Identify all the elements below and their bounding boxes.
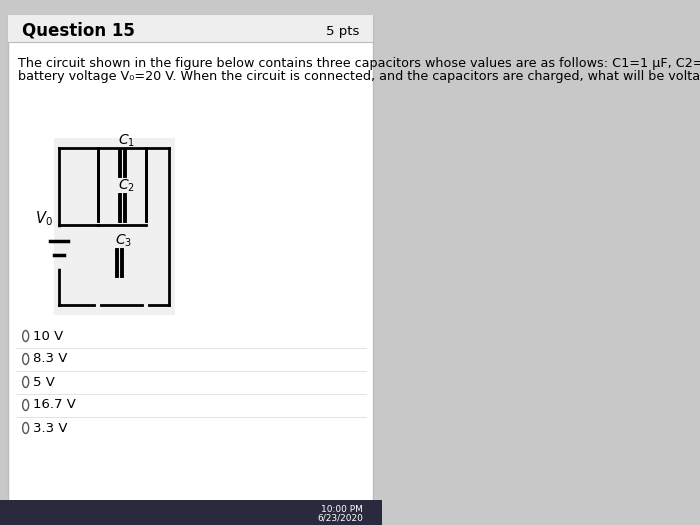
Text: $V_0$: $V_0$: [35, 209, 52, 228]
Text: 16.7 V: 16.7 V: [33, 398, 76, 412]
Text: 6/23/2020: 6/23/2020: [317, 513, 363, 522]
Circle shape: [22, 376, 29, 387]
Text: $C_3$: $C_3$: [116, 233, 132, 249]
Text: 3.3 V: 3.3 V: [33, 422, 67, 435]
Text: The circuit shown in the figure below contains three capacitors whose values are: The circuit shown in the figure below co…: [18, 57, 700, 70]
FancyBboxPatch shape: [0, 500, 382, 525]
Text: 5 V: 5 V: [33, 375, 55, 388]
FancyBboxPatch shape: [53, 138, 175, 315]
Circle shape: [22, 400, 29, 411]
Text: 10 V: 10 V: [33, 330, 63, 342]
Circle shape: [22, 423, 29, 434]
Text: 10:00 PM: 10:00 PM: [321, 505, 363, 513]
Text: 8.3 V: 8.3 V: [33, 352, 67, 365]
Text: battery voltage V₀=20 V. When the circuit is connected, and the capacitors are c: battery voltage V₀=20 V. When the circui…: [18, 70, 700, 83]
Circle shape: [22, 353, 29, 364]
Circle shape: [22, 331, 29, 341]
FancyBboxPatch shape: [8, 15, 373, 502]
Text: Question 15: Question 15: [22, 22, 134, 40]
FancyBboxPatch shape: [8, 15, 373, 42]
Text: $C_1$: $C_1$: [118, 133, 135, 150]
Text: $C_2$: $C_2$: [118, 178, 135, 194]
Text: 5 pts: 5 pts: [326, 25, 359, 37]
